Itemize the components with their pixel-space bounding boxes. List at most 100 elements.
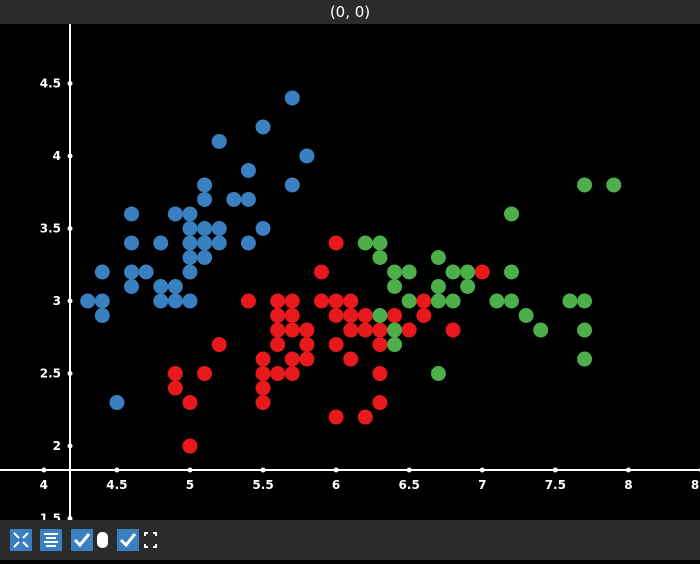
point <box>577 293 593 309</box>
x-tick-label: 7 <box>478 478 486 492</box>
x-tick <box>187 467 193 473</box>
point <box>182 206 198 222</box>
point <box>182 438 198 454</box>
y-tick-label: 4 <box>53 149 61 163</box>
point <box>372 395 388 411</box>
y-tick <box>67 298 73 304</box>
point <box>270 337 286 353</box>
point <box>299 148 315 164</box>
point <box>255 220 271 236</box>
point <box>167 293 183 309</box>
point <box>240 162 256 178</box>
point <box>284 90 300 106</box>
point <box>197 366 213 382</box>
point <box>372 337 388 353</box>
point <box>387 279 403 295</box>
zoom-fit-button[interactable] <box>10 529 32 551</box>
point <box>182 249 198 265</box>
point <box>80 293 96 309</box>
point <box>387 264 403 280</box>
point <box>299 337 315 353</box>
point <box>343 293 359 309</box>
point <box>124 235 140 251</box>
point <box>606 177 622 193</box>
point <box>211 235 227 251</box>
point <box>562 293 578 309</box>
point <box>518 308 534 324</box>
point <box>357 308 373 324</box>
point <box>328 235 344 251</box>
x-tick <box>406 467 412 473</box>
point <box>109 395 125 411</box>
y-tick-label: 2 <box>53 439 61 453</box>
align-button[interactable] <box>40 529 62 551</box>
point <box>299 322 315 338</box>
x-tick <box>625 467 631 473</box>
point <box>197 191 213 207</box>
point <box>284 351 300 367</box>
point <box>211 133 227 149</box>
point <box>328 308 344 324</box>
point <box>387 308 403 324</box>
y-tick-label: 4.5 <box>40 76 61 90</box>
point <box>284 322 300 338</box>
mouse-checkbox[interactable] <box>71 529 93 551</box>
point <box>284 366 300 382</box>
point <box>197 177 213 193</box>
point <box>343 322 359 338</box>
y-tick <box>67 153 73 159</box>
y-tick <box>67 516 73 520</box>
x-tick-label: 6 <box>332 478 340 492</box>
point <box>182 395 198 411</box>
point <box>503 264 519 280</box>
y-tick-label: 3.5 <box>40 221 61 235</box>
point <box>357 409 373 425</box>
point <box>270 322 286 338</box>
point <box>503 206 519 222</box>
point <box>270 293 286 309</box>
fullscreen-checkbox[interactable] <box>117 529 139 551</box>
point <box>577 322 593 338</box>
point <box>226 191 242 207</box>
point <box>372 235 388 251</box>
point <box>197 249 213 265</box>
point <box>255 351 271 367</box>
point <box>328 409 344 425</box>
point <box>328 337 344 353</box>
point <box>270 308 286 324</box>
point <box>430 293 446 309</box>
point <box>533 322 549 338</box>
point <box>430 249 446 265</box>
point <box>284 293 300 309</box>
y-tick <box>67 225 73 231</box>
x-tick-label: 8 <box>624 478 632 492</box>
coordinate-readout: (0, 0) <box>0 0 700 24</box>
x-tick-label: 5 <box>186 478 194 492</box>
point <box>401 322 417 338</box>
x-tick <box>479 467 485 473</box>
point <box>430 279 446 295</box>
point <box>372 322 388 338</box>
point <box>343 351 359 367</box>
point <box>372 366 388 382</box>
point <box>357 322 373 338</box>
point <box>372 308 388 324</box>
point <box>445 293 461 309</box>
point <box>94 264 110 280</box>
x-tick-label: 4.5 <box>106 478 127 492</box>
x-tick <box>114 467 120 473</box>
point <box>182 293 198 309</box>
point <box>124 279 140 295</box>
point <box>255 119 271 135</box>
point <box>284 308 300 324</box>
point <box>240 235 256 251</box>
point <box>314 264 330 280</box>
toolbar-icons <box>10 529 157 551</box>
icon <box>119 533 137 548</box>
point <box>182 220 198 236</box>
x-tick-label: 5.5 <box>252 478 273 492</box>
point <box>167 366 183 382</box>
point <box>299 351 315 367</box>
point <box>460 279 476 295</box>
